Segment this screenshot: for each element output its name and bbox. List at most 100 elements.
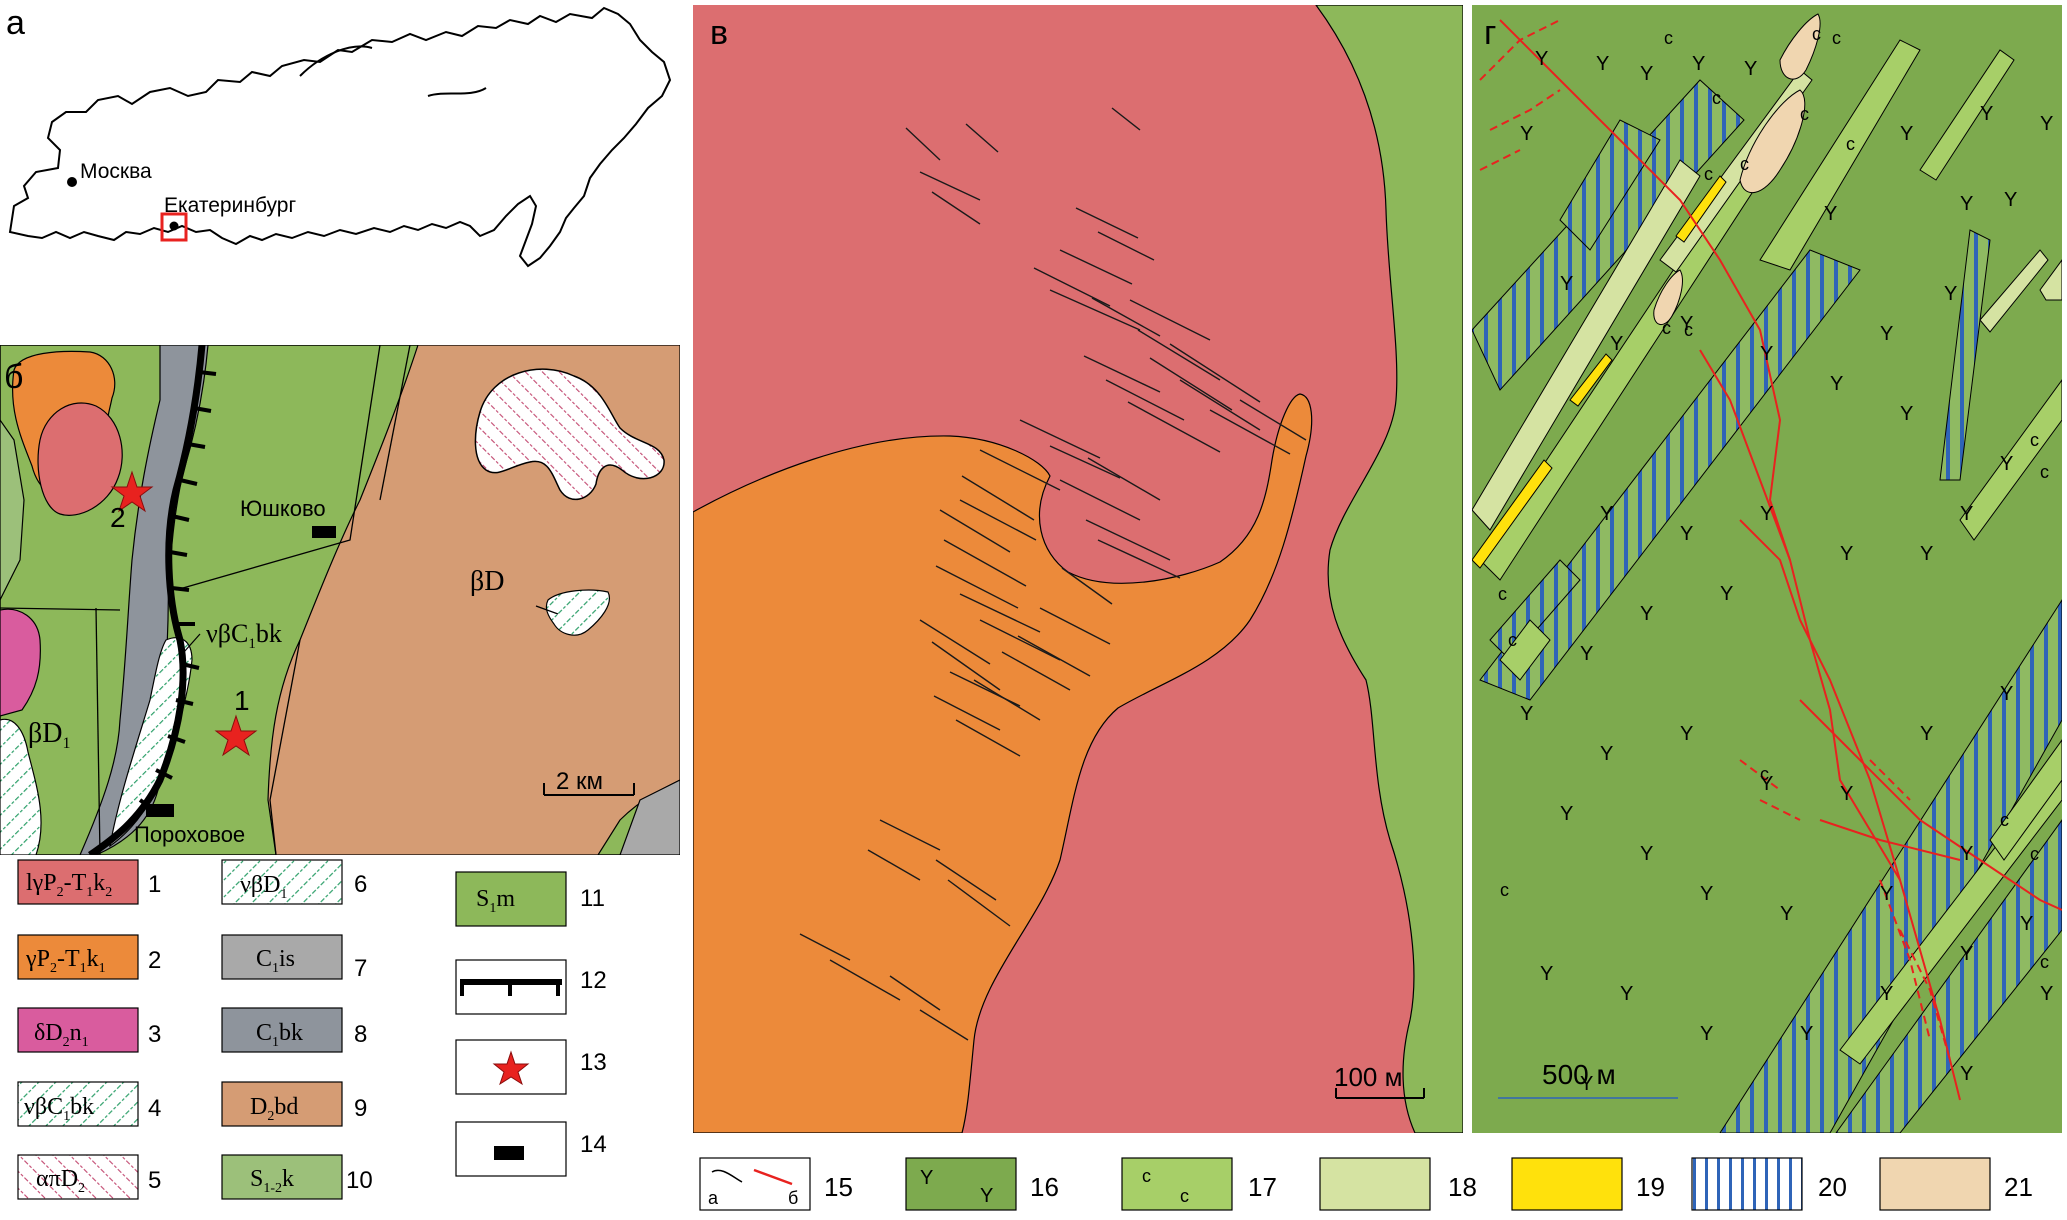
b-unit-alphapiD2 [474, 368, 665, 501]
g-symbol-y: Y [1920, 543, 1933, 565]
g-symbol-c: c [2030, 844, 2039, 864]
g-yellow-3 [1569, 353, 1613, 407]
legend-item-2: γP2-T1k1 2 [17, 934, 161, 980]
g-beige-3 [1653, 269, 1683, 325]
g-symbol-y: Y [1580, 1073, 1593, 1095]
svg-text:D2bd: D2bd [250, 1094, 298, 1124]
g-symbol-y: Y [1840, 783, 1853, 805]
svg-text:δD2n1: δD2n1 [34, 1020, 89, 1050]
svg-text:12: 12 [580, 967, 607, 994]
g-symbol-y: Y [2000, 453, 2013, 475]
g-symbol-y: Y [1520, 123, 1533, 145]
g-symbol-c: c [2040, 462, 2049, 482]
b-scale-label: 2 км [556, 768, 603, 795]
svg-text:lγP2-T1k2: lγP2-T1k2 [26, 870, 112, 900]
g-symbol-c: c [2000, 810, 2009, 830]
g-light-lens-4 [2039, 259, 2062, 301]
g-symbol-y: Y [1960, 943, 1973, 965]
svg-text:S1-2k: S1-2k [250, 1166, 294, 1196]
g-symbol-c: c [1664, 28, 1673, 48]
g-symbol-y: Y [1920, 723, 1933, 745]
g-scale-label: 500 м [1542, 1059, 1616, 1090]
g-light-lens-3 [1979, 249, 2049, 333]
svg-text:Y: Y [980, 1185, 993, 1207]
panel-v-label: в [710, 14, 728, 52]
g-symbol-y: Y [1960, 843, 1973, 865]
legend-item-5: απD2 5 [17, 1154, 161, 1200]
g-striped-belt-6 [1939, 229, 1991, 481]
g-c-belt-5 [1499, 619, 1551, 681]
legend-item-18: 18 [1319, 1157, 1477, 1211]
g-yellow-1 [1472, 459, 1553, 569]
g-symbol-y: Y [1900, 403, 1913, 425]
svg-text:18: 18 [1448, 1172, 1477, 1202]
g-symbol-y: Y [1560, 273, 1573, 295]
g-symbol-y: Y [1780, 903, 1793, 925]
g-striped-belt-2 [1479, 249, 1861, 701]
g-symbol-y: Y [1680, 523, 1693, 545]
legend-item-8: C1bk 8 [221, 1007, 367, 1053]
g-symbol-y: Y [1744, 58, 1757, 80]
b-unit-lgammaP2T1k2 [37, 402, 123, 516]
g-symbol-c: c [1662, 318, 1671, 338]
g-c-belt-7 [1989, 739, 2062, 861]
g-symbol-y: Y [1760, 503, 1773, 525]
g-symbol-y: Y [1880, 323, 1893, 345]
b-unit-betaD-body [545, 589, 610, 636]
svg-text:10: 10 [346, 1167, 373, 1194]
g-symbol-y: Y [1760, 343, 1773, 365]
svg-text:4: 4 [148, 1095, 161, 1122]
svg-text:7: 7 [354, 955, 367, 982]
g-symbol-c: c [1508, 630, 1517, 650]
svg-text:15: 15 [824, 1172, 853, 1202]
svg-text:16: 16 [1030, 1172, 1059, 1202]
g-symbol-y: Y [1944, 283, 1957, 305]
g-symbol-y: Y [2040, 113, 2053, 135]
legend-item-21: 21 [1879, 1157, 2033, 1211]
g-symbol-y: Y [1960, 503, 1973, 525]
g-symbol-y: Y [1880, 883, 1893, 905]
b-site-star-2 [110, 470, 154, 513]
g-symbol-y: Y [1620, 983, 1633, 1005]
g-symbol-y: Y [1840, 543, 1853, 565]
g-beige-2 [1779, 13, 1821, 80]
g-striped-belt-4 [1835, 819, 2062, 1133]
g-symbol-c: c [2040, 952, 2049, 972]
b-village-porokhovoe: Пороховое [134, 822, 245, 847]
g-symbol-y: Y [1680, 313, 1693, 335]
svg-text:3: 3 [148, 1021, 161, 1048]
svg-text:б: б [788, 1188, 798, 1208]
b-village-yushkovo: Юшково [240, 496, 326, 521]
svg-text:8: 8 [354, 1021, 367, 1048]
g-symbol-y: Y [1900, 123, 1913, 145]
g-symbol-c: c [1760, 764, 1769, 784]
b-unit-label-nubetaC1bk: νβC1bk [206, 619, 282, 652]
g-symbol-c: c [1812, 24, 1821, 44]
g-symbol-y: Y [1610, 333, 1623, 355]
panel-g-label: г [1484, 14, 1496, 52]
svg-text:14: 14 [580, 1131, 607, 1158]
panel-v-detail-map [693, 5, 1463, 1133]
legend-item-15: а б 15 [699, 1157, 853, 1211]
b-unit-nubetaD1 [0, 718, 42, 855]
v-orange-granite [693, 393, 1313, 1133]
legend-item-12: 12 [455, 959, 607, 1015]
legend-item-19: 19 [1511, 1157, 1665, 1211]
g-symbol-y: Y [1700, 883, 1713, 905]
g-symbol-y: Y [1680, 723, 1693, 745]
v-scale-label: 100 м [1334, 1062, 1402, 1092]
b-site-label-1: 1 [234, 685, 250, 716]
g-symbol-c: c [2030, 430, 2039, 450]
panel-a-label: а [6, 4, 25, 42]
study-area-box [160, 212, 188, 242]
g-light-lens-1 [1472, 159, 1701, 531]
g-symbol-y: Y [1600, 743, 1613, 765]
b-unit-deltaD2n1 [0, 608, 41, 717]
svg-text:20: 20 [1818, 1172, 1847, 1202]
g-symbol-y: Y [1640, 603, 1653, 625]
b-unit-C1is [619, 779, 680, 855]
legend-item-17: c c 17 [1121, 1157, 1277, 1211]
g-symbol-y: Y [1640, 63, 1653, 85]
svg-text:c: c [1180, 1186, 1189, 1206]
